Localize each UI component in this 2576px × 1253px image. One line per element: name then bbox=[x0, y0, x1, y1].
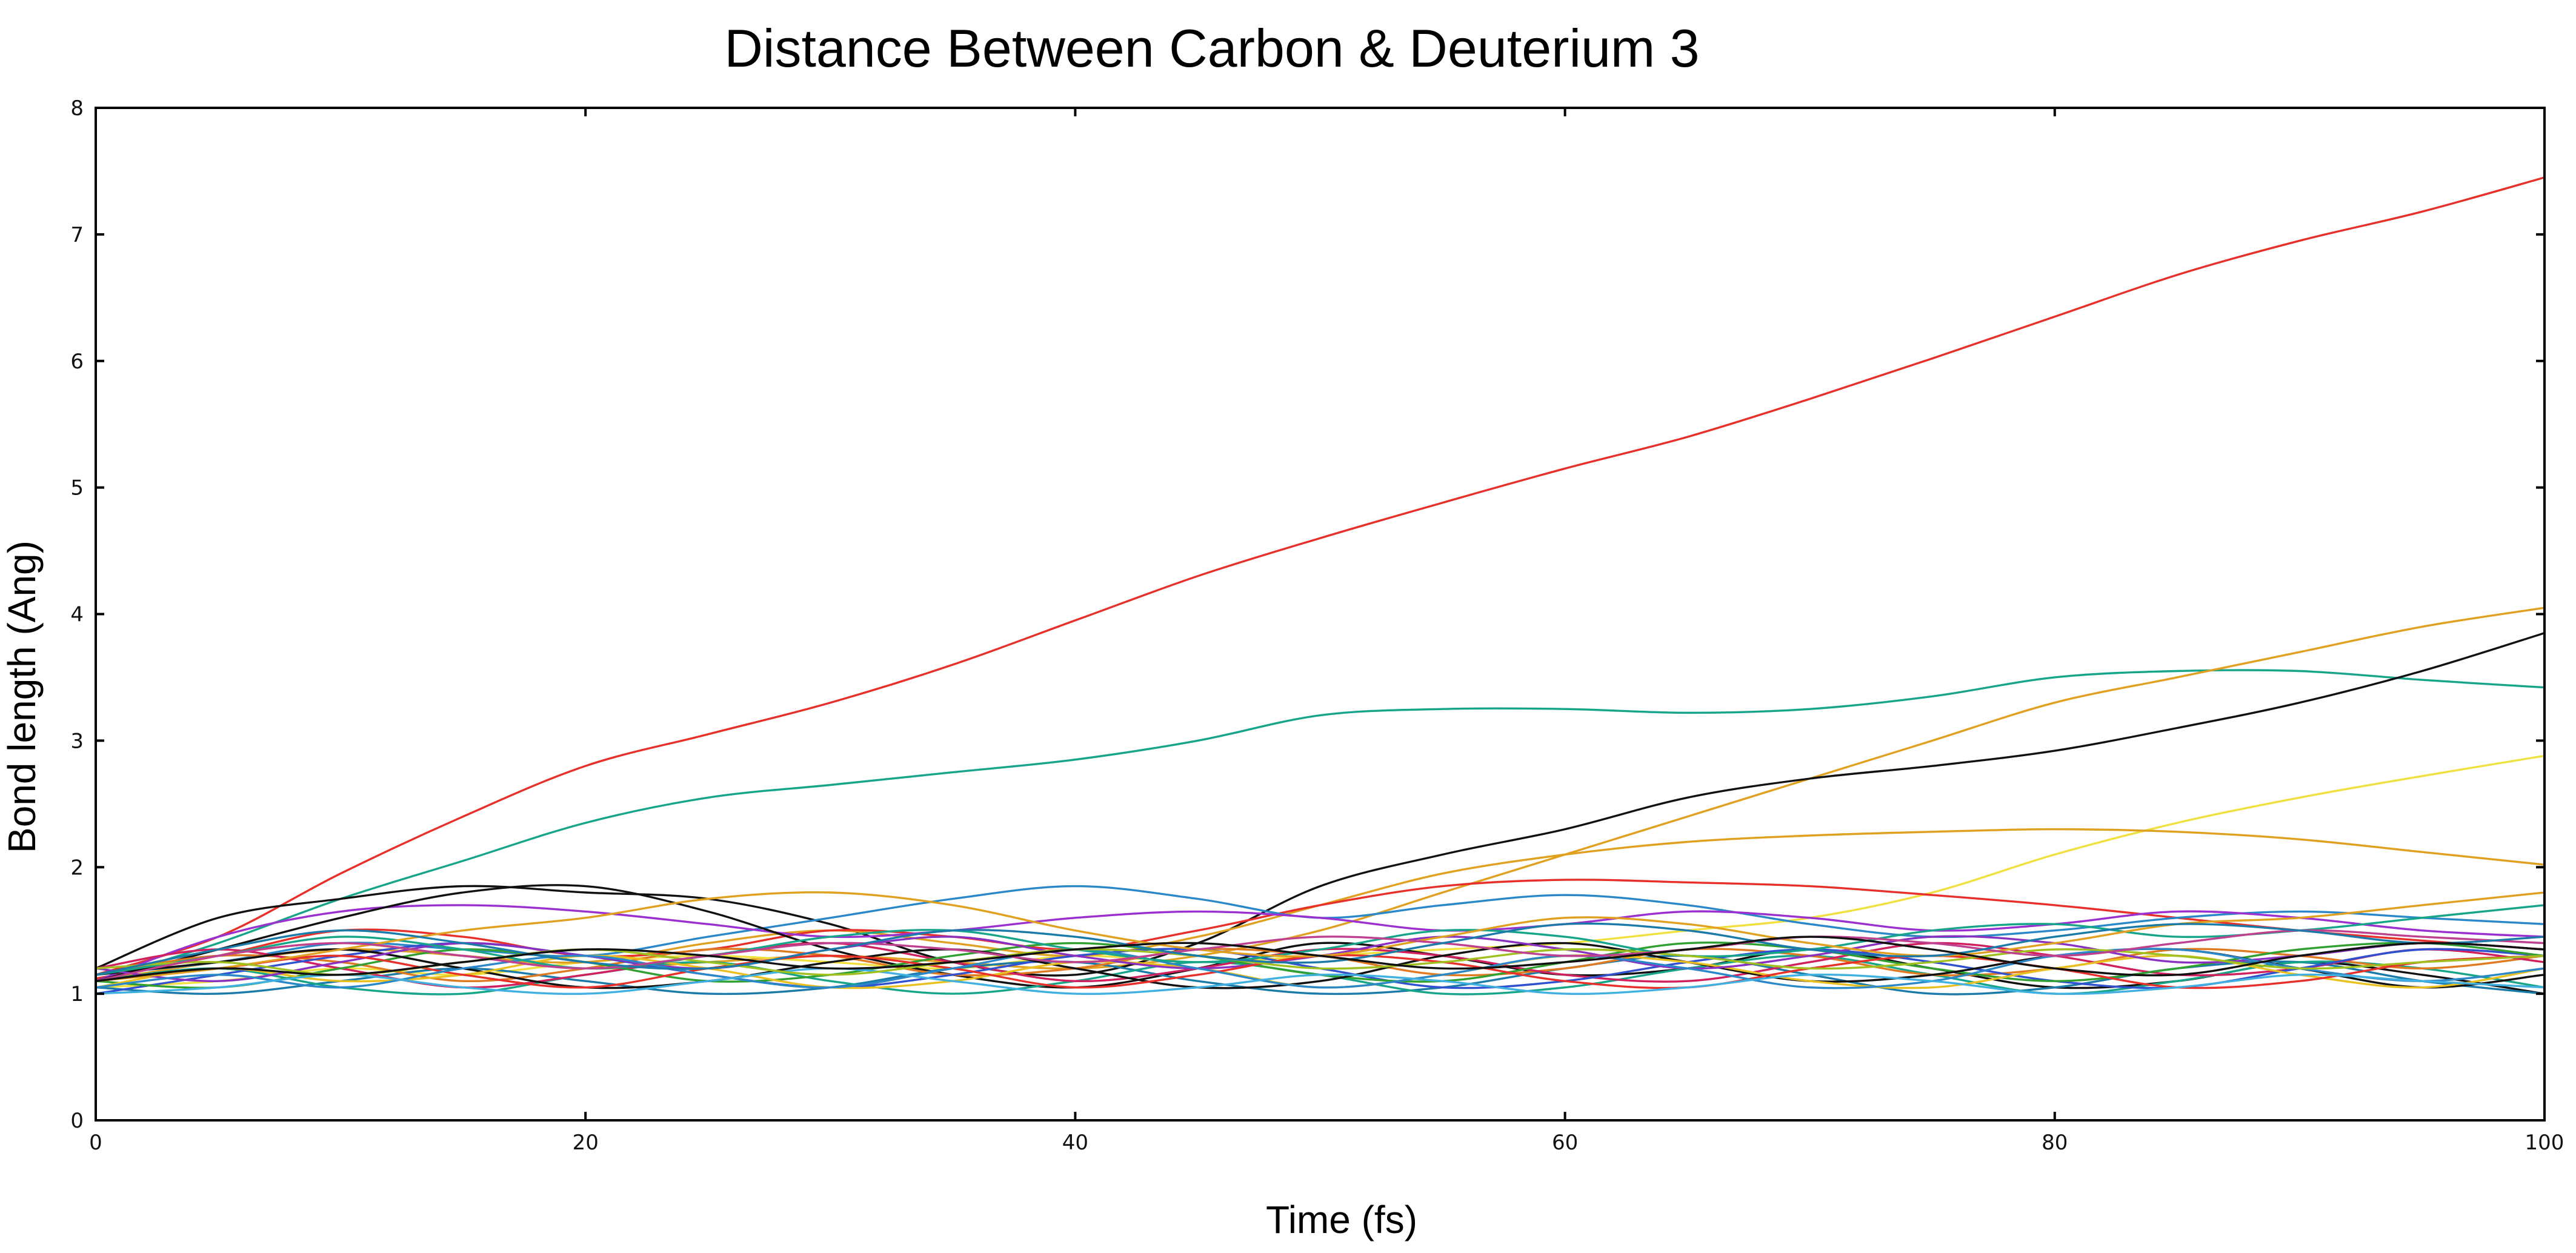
y-tick-label-8: 8 bbox=[70, 96, 84, 121]
x-tick-label-3: 60 bbox=[1552, 1131, 1578, 1155]
series-line-23 bbox=[95, 967, 2546, 995]
y-tick-label-1: 1 bbox=[70, 982, 84, 1006]
series-line-9 bbox=[95, 884, 2546, 995]
x-tick-label-0: 0 bbox=[89, 1131, 102, 1155]
series-line-4 bbox=[95, 754, 2546, 989]
series-line-27 bbox=[95, 936, 2546, 982]
y-tick-label-4: 4 bbox=[70, 603, 84, 627]
series-line-19 bbox=[95, 954, 2546, 989]
series-line-26 bbox=[95, 922, 2546, 976]
y-tick-label-2: 2 bbox=[70, 856, 84, 880]
ticks-layer: 0 20 40 60 80 100 0 1 2 3 4 5 6 7 8 bbox=[70, 96, 2564, 1155]
series-line-25 bbox=[95, 929, 2546, 982]
series-line-21 bbox=[95, 904, 2546, 976]
x-axis-label: Time (fs) bbox=[1266, 1198, 1417, 1241]
series-line-12 bbox=[95, 948, 2546, 983]
x-tick-label-4: 80 bbox=[2042, 1131, 2068, 1155]
y-tick-label-5: 5 bbox=[70, 476, 84, 500]
chart-title: Distance Between Carbon & Deuterium 3 bbox=[724, 18, 1699, 78]
series-layer bbox=[95, 176, 2546, 995]
y-tick-label-3: 3 bbox=[70, 729, 84, 753]
x-tick-label-1: 20 bbox=[573, 1131, 599, 1155]
series-line-3 bbox=[95, 632, 2546, 977]
series-line-8 bbox=[95, 904, 2546, 982]
plot-frame bbox=[95, 107, 2546, 1122]
x-tick-label-2: 40 bbox=[1062, 1131, 1088, 1155]
series-line-0 bbox=[95, 176, 2546, 976]
y-tick-label-0: 0 bbox=[70, 1109, 84, 1133]
series-line-6 bbox=[95, 879, 2546, 980]
y-axis-label: Bond length (Ang) bbox=[0, 540, 44, 853]
x-tick-label-5: 100 bbox=[2525, 1131, 2564, 1155]
series-line-1 bbox=[95, 669, 2546, 982]
series-line-17 bbox=[95, 954, 2546, 989]
y-tick-label-7: 7 bbox=[70, 223, 84, 247]
y-tick-label-6: 6 bbox=[70, 350, 84, 374]
